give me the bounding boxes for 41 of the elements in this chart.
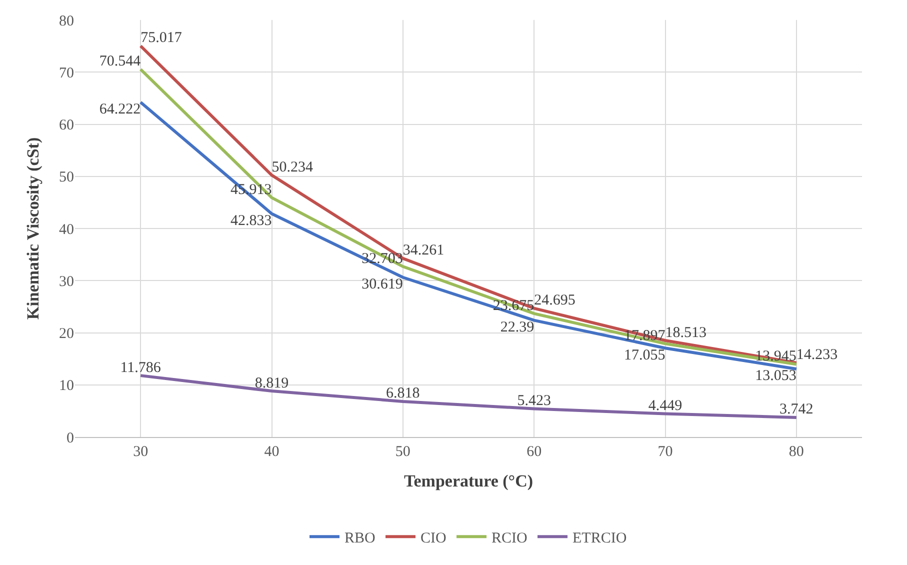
data-label: 42.833 [230,212,272,229]
y-tick-label: 20 [59,326,74,342]
data-label: 14.233 [796,347,838,364]
data-label: 64.222 [99,101,141,118]
data-label: 50.234 [272,159,314,176]
data-label: 3.742 [780,402,814,418]
x-tick-label: 30 [133,444,148,460]
y-tick-label: 10 [59,378,74,394]
data-label: 8.819 [254,375,289,392]
y-tick-label: 30 [59,274,74,290]
data-label: 75.017 [140,30,182,46]
y-tick-label: 0 [66,430,74,446]
x-tick-label: 50 [395,444,410,460]
data-label: 11.786 [120,360,162,376]
data-label: 24.695 [534,292,576,309]
data-label: 4.449 [648,398,682,414]
y-tick-label: 50 [59,170,74,186]
x-axis-title: Temperature (°C) [404,471,534,490]
y-tick-label: 70 [59,65,74,82]
data-label: 6.818 [386,386,420,402]
legend-label: RCIO [492,530,528,546]
legend-label: RBO [344,530,376,546]
y-tick-label: 80 [59,13,74,30]
data-label: 13.053 [755,368,796,384]
x-tick-label: 70 [658,444,673,460]
x-tick-label: 80 [788,444,804,460]
data-label: 17.055 [624,347,666,364]
data-label: 5.423 [517,392,551,409]
data-label: 17.897 [624,328,666,344]
y-tick-label: 40 [59,222,74,238]
y-axis-title: Kinematic Viscosity (cSt) [24,137,43,320]
data-label: 22.39 [500,320,534,336]
data-label: 70.544 [99,54,142,70]
data-label: 18.513 [665,324,706,341]
data-label: 34.261 [402,242,444,259]
legend-label: CIO [420,530,447,546]
y-tick-label: 60 [59,118,74,134]
data-label: 30.619 [362,276,403,293]
legend-label: ETRCIO [572,530,627,546]
x-tick-label: 60 [526,444,542,460]
x-tick-label: 40 [264,444,280,460]
